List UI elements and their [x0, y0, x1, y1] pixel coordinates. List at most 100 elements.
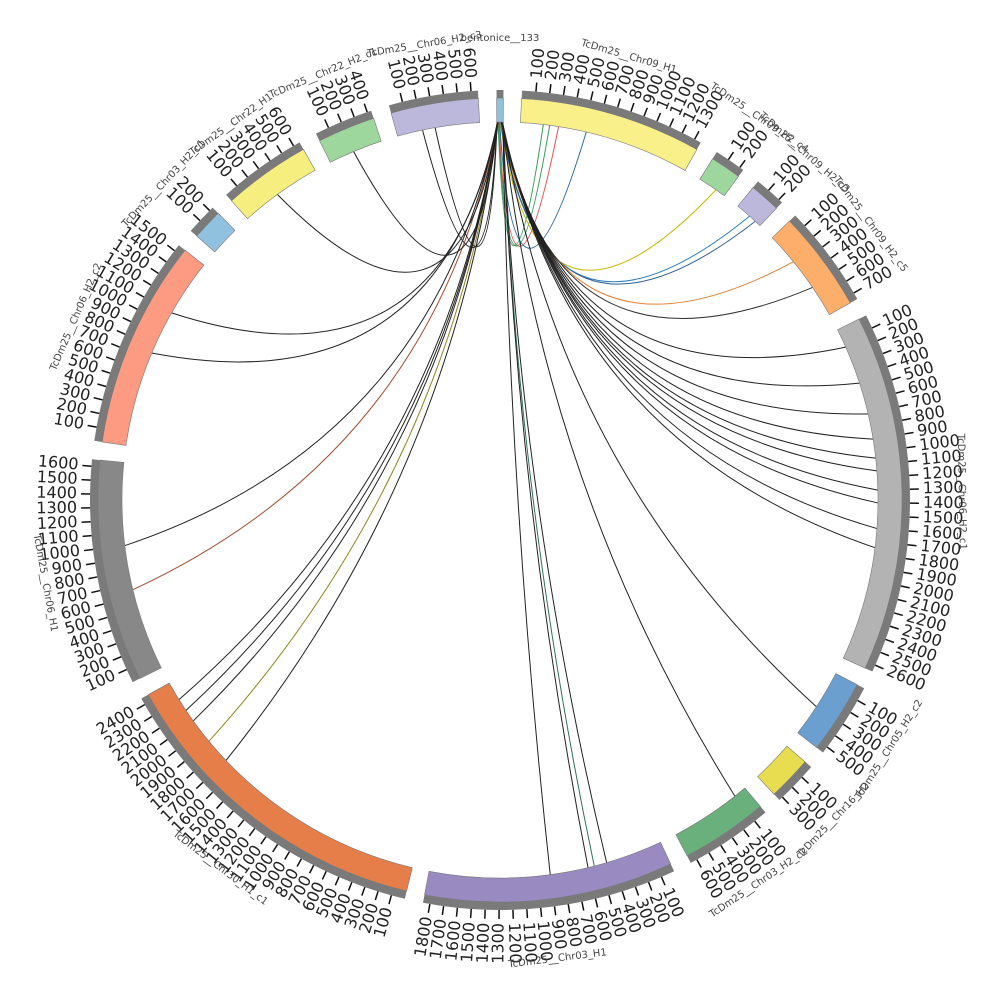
tick [603, 94, 608, 104]
link [499, 121, 587, 249]
tick [143, 715, 153, 722]
tick [731, 837, 739, 846]
tick-band [521, 90, 701, 150]
tick [882, 349, 892, 355]
tick [135, 291, 145, 298]
tick-label: 1600 [37, 451, 79, 473]
link [502, 122, 551, 875]
link [501, 121, 876, 549]
tick-band [789, 215, 858, 303]
tick [296, 858, 303, 867]
tick-band [816, 684, 865, 753]
tick [899, 403, 909, 408]
segment [675, 787, 761, 857]
link [497, 121, 544, 246]
tick-label: 200 [541, 49, 564, 82]
tick [696, 859, 702, 868]
tick [334, 876, 340, 886]
segment [797, 673, 858, 749]
link [434, 121, 498, 248]
tick [877, 336, 887, 342]
tick [874, 664, 884, 670]
tick [887, 362, 897, 368]
tick [388, 895, 393, 905]
link [499, 121, 750, 283]
tick [838, 263, 847, 271]
tick-label: 1000 [38, 541, 81, 565]
tick [116, 329, 126, 335]
tick-label: 1100 [920, 446, 962, 469]
tick [891, 376, 901, 381]
link [277, 121, 498, 273]
tick-label: 400 [429, 49, 452, 82]
link [502, 121, 608, 863]
tick-label: 900 [50, 555, 83, 578]
link [171, 121, 498, 335]
tick [441, 905, 445, 916]
segment [147, 682, 413, 892]
segment [319, 117, 382, 163]
tick [399, 92, 404, 102]
tick [241, 169, 249, 178]
tick [720, 845, 727, 854]
tick [562, 85, 566, 96]
tick [248, 828, 256, 837]
segment [699, 158, 739, 197]
tick [374, 891, 379, 901]
tick [904, 431, 914, 435]
tick [97, 383, 107, 388]
tick [101, 369, 111, 374]
tick [900, 585, 910, 589]
link [501, 121, 878, 491]
tick [590, 91, 594, 101]
tick [142, 279, 152, 286]
tick [94, 603, 104, 608]
tick [150, 267, 159, 274]
tick [195, 781, 204, 790]
segment [101, 249, 205, 446]
link [422, 121, 498, 248]
tick [102, 630, 112, 635]
tick [908, 530, 918, 533]
link [499, 121, 717, 271]
tick [427, 903, 431, 913]
tick [272, 844, 279, 853]
tick [647, 881, 653, 891]
tick-band [90, 459, 140, 683]
tick-band [315, 110, 374, 141]
tick-band [190, 207, 219, 237]
tick [112, 656, 122, 661]
link [353, 121, 498, 256]
link [501, 121, 878, 530]
tick [308, 864, 315, 874]
tick [643, 107, 648, 117]
tick [804, 219, 812, 227]
tick [553, 906, 557, 916]
tick [347, 881, 353, 891]
tick [594, 898, 599, 908]
ideogram: bentonice__13310020030040050060070080090… [31, 30, 968, 971]
tick [581, 901, 585, 911]
tick [871, 323, 881, 329]
tick-label: 1500 [457, 921, 479, 963]
segment [97, 459, 162, 679]
tick-label: 1100 [37, 526, 79, 548]
tick [260, 836, 267, 845]
tick-label: 1600 [441, 920, 464, 962]
segment [231, 148, 316, 220]
tick-band [773, 761, 812, 801]
tick [264, 152, 271, 162]
tick [202, 203, 211, 212]
tick-band [496, 90, 504, 99]
segment [520, 98, 698, 171]
tick [791, 786, 800, 795]
tick [830, 252, 839, 259]
tick [905, 557, 915, 561]
tick-label: 1500 [36, 467, 78, 488]
tick [166, 244, 175, 252]
link [185, 121, 499, 711]
link [500, 121, 794, 305]
tick-band [423, 863, 675, 910]
tick [361, 886, 366, 896]
tick [82, 464, 92, 467]
